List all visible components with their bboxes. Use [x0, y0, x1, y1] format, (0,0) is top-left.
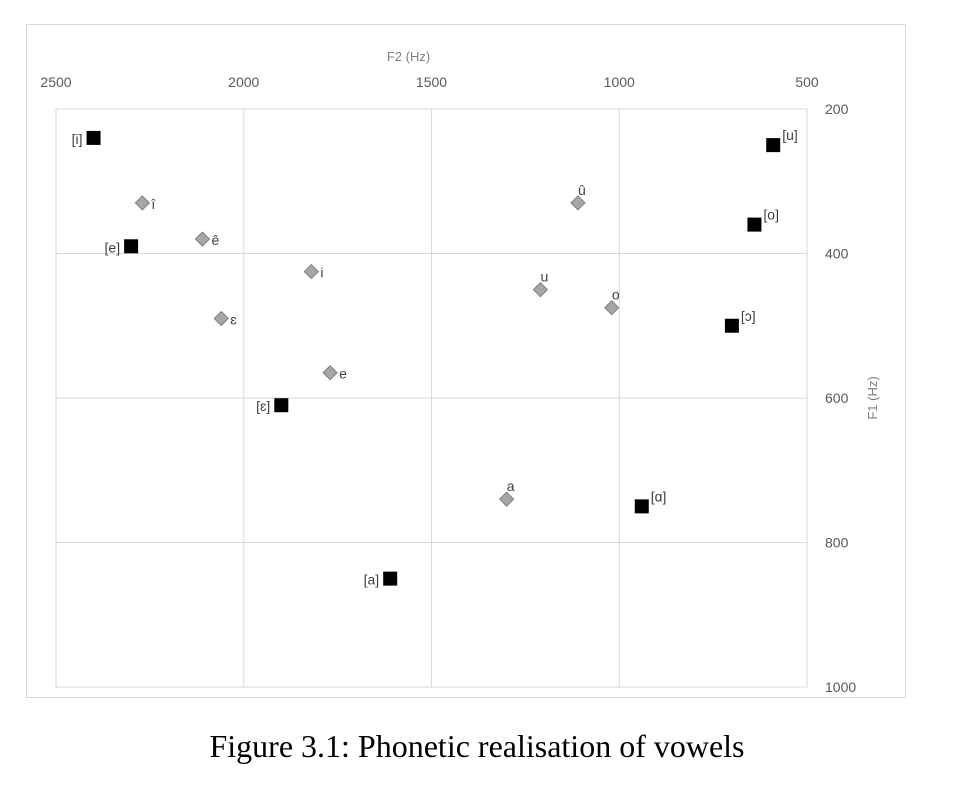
diamond-marker	[134, 195, 151, 211]
diamond-marker	[213, 310, 229, 327]
y-axis-title: F1 (Hz)	[865, 376, 880, 419]
point-label: û	[578, 182, 586, 198]
point-label: [ɔ]	[741, 308, 756, 324]
square-marker	[747, 217, 762, 232]
data-points: [i] [e] [ɛ] [a] [u] [o] [ɔ] [ɑ] î ê ɛ i e û u o a	[72, 127, 798, 588]
y-tick-label: 800	[825, 535, 849, 551]
point-label: [i]	[72, 131, 83, 147]
x-tick-label: 2500	[40, 74, 71, 90]
square-marker	[766, 138, 781, 153]
point-label: [a]	[364, 572, 380, 588]
diamond-marker	[322, 365, 338, 381]
point-label: [e]	[105, 239, 121, 255]
x-tick-label: 500	[795, 74, 819, 90]
point-label: [u]	[782, 127, 798, 143]
point-label: i	[320, 265, 323, 281]
chart-frame: 2500 2000 1500 1000 500 200 400 600 800 1000 [i][…	[26, 24, 906, 698]
point-label: a	[507, 478, 515, 494]
x-tick-label: 1000	[604, 74, 635, 90]
point-label: [o]	[763, 207, 779, 223]
diamond-marker	[194, 231, 211, 247]
figure-caption: Figure 3.1: Phonetic realisation of vowe…	[209, 728, 745, 764]
square-marker	[383, 571, 398, 586]
gridlines	[55, 108, 808, 688]
x-tick-label: 1500	[416, 74, 447, 90]
y-tick-label: 600	[825, 390, 849, 406]
x-tick-label: 2000	[228, 74, 259, 90]
point-label: î	[150, 196, 156, 212]
diamond-marker	[303, 263, 320, 280]
point-label: [ɑ]	[651, 488, 667, 504]
point-label: o	[612, 287, 620, 303]
y-tick-label: 1000	[825, 679, 856, 695]
y-tick-label: 200	[825, 101, 849, 117]
point-label: u	[540, 269, 548, 285]
diamond-marker	[498, 491, 515, 507]
point-label: ɛ	[230, 312, 237, 328]
square-marker	[86, 130, 101, 145]
x-axis-title: F2 (Hz)	[387, 49, 430, 64]
square-marker	[124, 239, 139, 254]
point-label: e	[339, 366, 347, 382]
square-marker	[634, 499, 649, 514]
y-tick-label: 400	[825, 246, 849, 262]
axes: 2500 2000 1500 1000 500 200 400 600 800 1000	[40, 74, 856, 695]
point-label: ê	[211, 232, 219, 248]
diamond-marker	[570, 195, 586, 211]
point-label: [ɛ]	[256, 398, 270, 414]
square-marker	[274, 398, 289, 413]
square-marker	[724, 318, 739, 333]
diamond-marker	[604, 299, 620, 316]
diamond-marker	[532, 281, 549, 298]
